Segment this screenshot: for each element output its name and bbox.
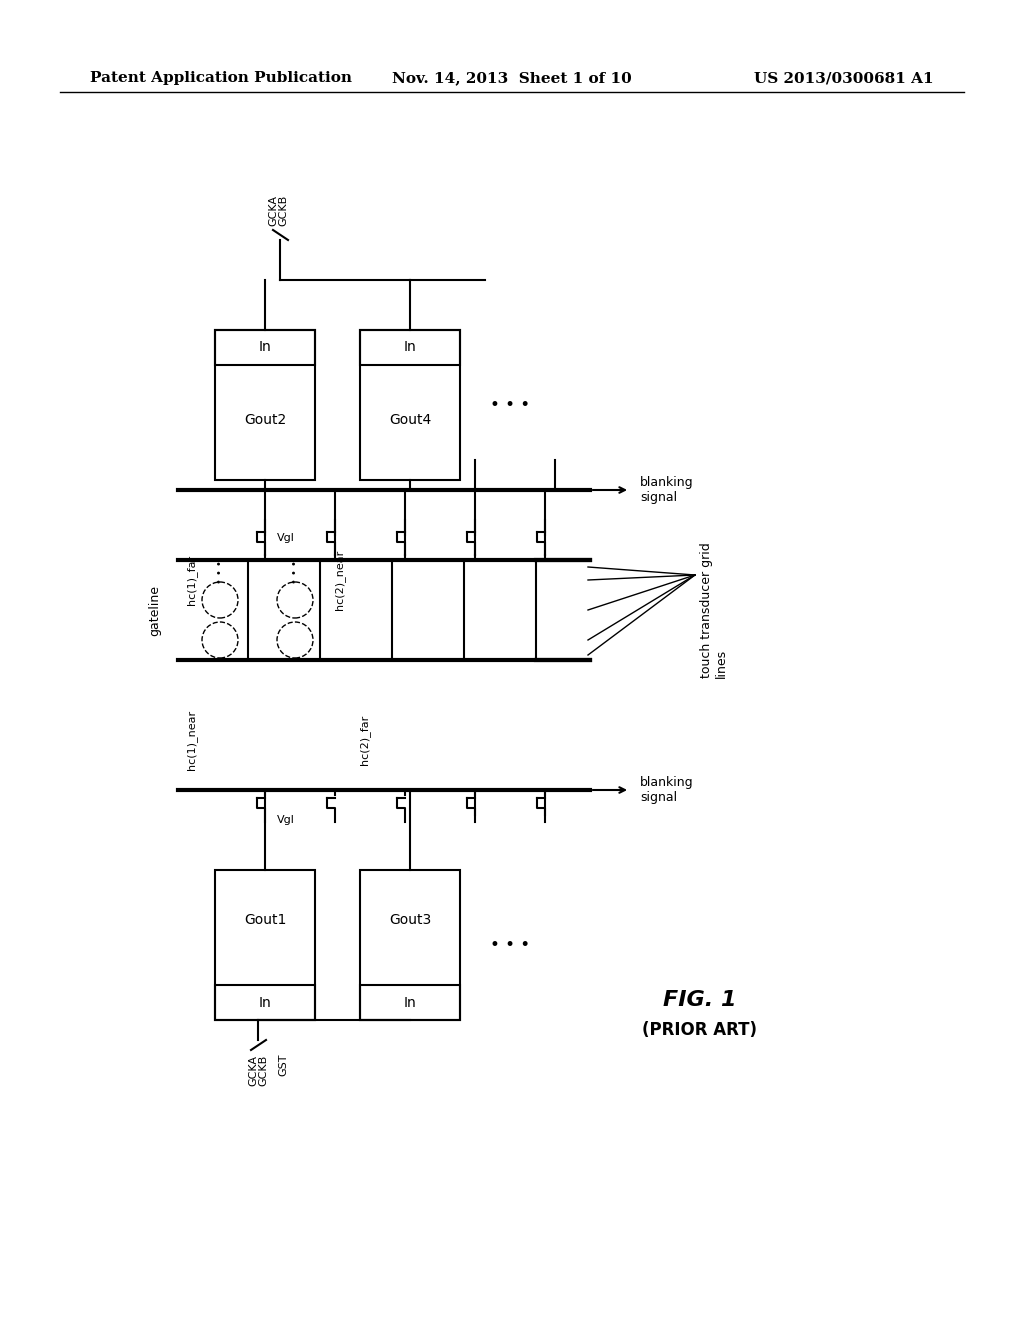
- Text: GCKA: GCKA: [268, 194, 278, 226]
- Text: (PRIOR ART): (PRIOR ART): [642, 1020, 758, 1039]
- Text: blanking
signal: blanking signal: [640, 776, 693, 804]
- Text: Nov. 14, 2013  Sheet 1 of 10: Nov. 14, 2013 Sheet 1 of 10: [392, 71, 632, 84]
- Text: GCKB: GCKB: [278, 194, 288, 226]
- Text: hc(2)_near: hc(2)_near: [335, 550, 345, 610]
- Text: Gout2: Gout2: [244, 413, 286, 426]
- Text: Gout3: Gout3: [389, 913, 431, 927]
- Text: touch transducer grid
lines: touch transducer grid lines: [700, 543, 728, 678]
- Text: GCKA: GCKA: [248, 1055, 258, 1085]
- Bar: [360, 330, 460, 366]
- Text: blanking
signal: blanking signal: [640, 477, 693, 504]
- Text: • • •: • • •: [489, 936, 530, 954]
- Bar: [215, 985, 315, 1020]
- Bar: [360, 330, 460, 480]
- Text: hc(1)_far: hc(1)_far: [186, 554, 198, 605]
- Text: In: In: [403, 997, 417, 1010]
- Bar: [215, 870, 315, 1020]
- Text: In: In: [259, 341, 271, 354]
- Text: Vgl: Vgl: [278, 814, 295, 825]
- Text: Patent Application Publication: Patent Application Publication: [90, 71, 352, 84]
- Text: GST: GST: [278, 1053, 288, 1076]
- Text: In: In: [403, 341, 417, 354]
- Text: Gout1: Gout1: [244, 913, 286, 927]
- Bar: [215, 330, 315, 480]
- Text: GCKB: GCKB: [258, 1055, 268, 1085]
- Text: FIG. 1: FIG. 1: [664, 990, 736, 1010]
- Text: US 2013/0300681 A1: US 2013/0300681 A1: [755, 71, 934, 84]
- Bar: [360, 870, 460, 1020]
- Text: • • •: • • •: [290, 560, 300, 583]
- Text: Vgl: Vgl: [278, 533, 295, 543]
- Text: Gout4: Gout4: [389, 413, 431, 426]
- Bar: [215, 330, 315, 366]
- Text: hc(2)_far: hc(2)_far: [359, 715, 371, 766]
- Text: • • •: • • •: [215, 560, 225, 583]
- Text: In: In: [259, 997, 271, 1010]
- Text: hc(1)_near: hc(1)_near: [186, 710, 198, 770]
- Text: • • •: • • •: [489, 396, 530, 414]
- Text: gateline: gateline: [148, 585, 162, 635]
- Bar: [360, 985, 460, 1020]
